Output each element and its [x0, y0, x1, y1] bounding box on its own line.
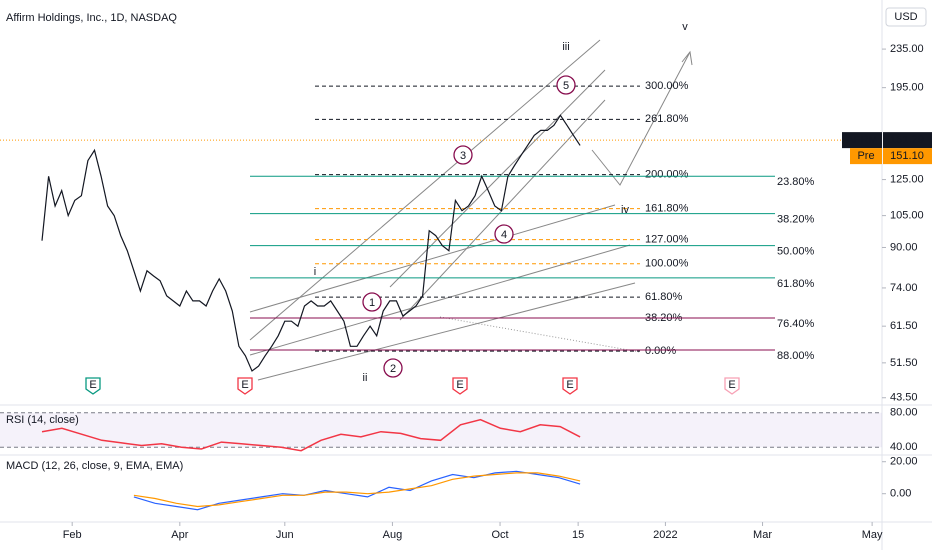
level-label: 61.80%: [777, 278, 815, 290]
pre-label: Pre: [857, 150, 874, 162]
wave-label: iii: [562, 41, 569, 53]
macd-line: [133, 470, 581, 511]
channels: [249, 39, 636, 381]
circled-wave-label: 5: [563, 80, 569, 92]
x-tick-label: Apr: [171, 529, 188, 541]
y-tick-label: 105.00: [890, 210, 924, 222]
x-tick-label: Mar: [753, 529, 772, 541]
circled-wave-label: 2: [390, 363, 396, 375]
level-label: 88.00%: [777, 350, 815, 362]
x-tick-label: 15: [572, 529, 584, 541]
level-label: 50.00%: [777, 246, 815, 258]
level-label: 76.40%: [777, 318, 815, 330]
rsi-title: RSI (14, close): [6, 414, 79, 426]
last-price: 151.29: [890, 134, 924, 146]
wave-label: ii: [363, 372, 368, 384]
x-tick-label: Oct: [491, 529, 508, 541]
level-label: 161.80%: [645, 203, 689, 215]
y-tick-label: 195.00: [890, 82, 924, 94]
level-label: 23.80%: [777, 176, 815, 188]
macd-title: MACD (12, 26, close, 9, EMA, EMA): [6, 460, 183, 472]
level-label: 61.80%: [645, 291, 683, 303]
y-tick-label: 51.50: [890, 357, 918, 369]
wave-circle: [556, 75, 576, 95]
wave-circle: [362, 292, 382, 312]
macd-tick-label: 20.00: [890, 456, 918, 468]
circled-wave-label: 4: [501, 229, 507, 241]
earnings-label: E: [456, 379, 463, 391]
rsi-tick-label: 80.00: [890, 407, 918, 419]
macd-line: [133, 472, 581, 508]
macd-tick-label: 0.00: [890, 488, 911, 500]
currency: USD: [894, 11, 917, 23]
earnings-icon: [85, 377, 101, 395]
pre-price-badge: [883, 148, 932, 165]
wave-circle: [494, 224, 514, 244]
x-tick-label: Jun: [276, 529, 294, 541]
level-label: 38.20%: [777, 214, 815, 226]
level-label: 200.00%: [645, 169, 689, 181]
earnings-label: E: [241, 379, 248, 391]
wave-circle: [383, 358, 403, 378]
y-tick-label: 43.50: [890, 392, 918, 404]
x-tick-label: May: [862, 529, 883, 541]
earnings-label: E: [566, 379, 573, 391]
level-label: 100.00%: [645, 258, 689, 270]
forecast-path: [591, 51, 691, 186]
y-tick-label: 90.00: [890, 241, 918, 253]
earnings-icon: [237, 377, 253, 395]
last-price-badge: [883, 132, 932, 149]
circled-wave-label: 1: [369, 297, 375, 309]
x-tick-label: 2022: [653, 529, 677, 541]
earnings-icon: [562, 377, 578, 395]
symbol-badge-label: AFRM: [846, 134, 877, 146]
level-label: 261.80%: [645, 113, 689, 125]
x-tick-label: Aug: [383, 529, 403, 541]
earnings-icon: [724, 377, 740, 395]
level-label: 127.00%: [645, 233, 689, 245]
y-tick-label: 61.50: [890, 320, 918, 332]
wave-label: v: [682, 21, 688, 33]
level-label: 0.00%: [645, 345, 676, 357]
earnings-label: E: [89, 379, 96, 391]
level-label: 300.00%: [645, 80, 689, 92]
earnings-label: E: [728, 379, 735, 391]
y-tick-label: 74.00: [890, 282, 918, 294]
symbol-badge: [842, 132, 882, 149]
projection: [439, 316, 641, 353]
pre-badge: [850, 148, 882, 165]
wave-label: iv: [621, 204, 629, 216]
wave-label: i: [314, 266, 316, 278]
arrow-head: [681, 50, 693, 66]
chart-title: Affirm Holdings, Inc., 1D, NASDAQ: [6, 12, 177, 24]
rsi-line: [41, 418, 581, 452]
pre-price: 151.10: [890, 150, 924, 162]
x-tick-label: Feb: [63, 529, 82, 541]
rsi-band: [0, 412, 882, 448]
y-tick-label: 125.00: [890, 173, 924, 185]
y-tick-label: 235.00: [890, 43, 924, 55]
wave-circle: [453, 145, 473, 165]
rsi-tick-label: 40.00: [890, 441, 918, 453]
earnings-icon: [452, 377, 468, 395]
circled-wave-label: 3: [460, 150, 466, 162]
price-line-series: [41, 114, 581, 372]
currency-box[interactable]: [885, 7, 927, 27]
